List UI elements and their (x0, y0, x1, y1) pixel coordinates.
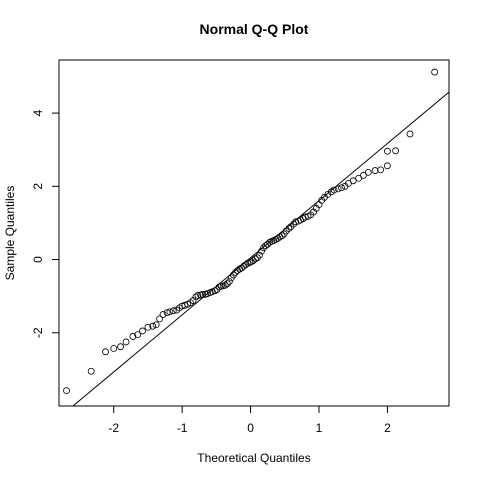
data-point (221, 281, 229, 289)
data-point (166, 308, 174, 316)
data-point (262, 242, 270, 250)
data-point (238, 264, 246, 272)
data-point (117, 343, 124, 351)
x-tick-label: -1 (177, 421, 188, 435)
data-point (129, 333, 137, 340)
y-axis-label: Sample Quantiles (3, 186, 17, 281)
data-point (324, 190, 332, 198)
data-point (102, 348, 109, 356)
data-point (338, 184, 345, 192)
plot-frame (58, 59, 450, 407)
data-point (169, 307, 177, 315)
data-point (278, 232, 286, 240)
data-point (334, 185, 342, 193)
y-tick-label: 2 (31, 183, 45, 190)
data-point (246, 259, 254, 266)
x-tick-label: 1 (316, 421, 323, 435)
data-point (384, 147, 391, 155)
x-axis: -2 -1 0 1 2 (108, 406, 391, 435)
data-point (377, 166, 384, 174)
data-point (63, 387, 70, 395)
data-point (285, 225, 293, 232)
y-tick-label: -2 (31, 327, 45, 338)
data-point (349, 177, 357, 185)
data-point (122, 338, 130, 346)
x-tick-label: 2 (384, 421, 391, 435)
data-points (63, 68, 439, 395)
data-point (152, 321, 160, 329)
data-point (371, 167, 379, 174)
data-point (225, 278, 233, 285)
x-axis-label: Theoretical Quantiles (197, 451, 310, 465)
x-tick-label: 0 (247, 421, 254, 435)
data-point (330, 186, 338, 194)
data-point (156, 315, 163, 323)
data-point (144, 323, 152, 331)
data-point (431, 68, 439, 76)
data-point (392, 147, 400, 155)
data-point (355, 174, 363, 182)
data-point (87, 367, 95, 375)
data-point (406, 130, 414, 138)
y-tick-label: 4 (31, 109, 45, 116)
data-point (192, 293, 200, 301)
data-point (110, 345, 118, 352)
data-point (384, 162, 391, 170)
data-point (364, 169, 372, 176)
data-point (242, 261, 250, 269)
data-point (256, 251, 263, 259)
data-point (159, 311, 167, 318)
data-point (163, 309, 171, 317)
data-point (232, 268, 239, 276)
data-point (223, 280, 231, 288)
data-point (139, 327, 146, 335)
data-point (360, 171, 367, 179)
data-point (290, 220, 298, 228)
data-point (194, 292, 202, 299)
data-point (260, 244, 267, 252)
data-point (292, 218, 300, 226)
y-axis: -2 0 2 4 (31, 109, 59, 338)
chart-title: Normal Q-Q Plot (200, 21, 309, 37)
data-point (199, 290, 207, 298)
x-tick-label: -2 (108, 421, 119, 435)
y-tick-label: 0 (31, 256, 45, 263)
data-point (149, 322, 157, 330)
data-point (134, 331, 142, 339)
data-point (258, 247, 265, 255)
